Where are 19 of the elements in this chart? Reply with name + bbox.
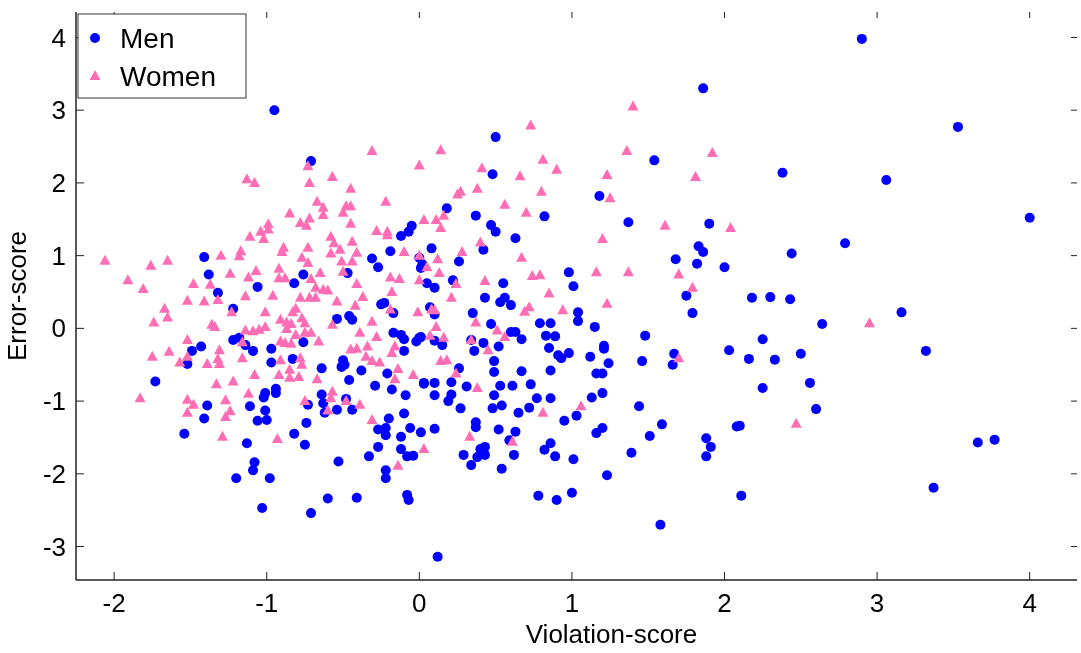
- y-tick-label: -2: [42, 458, 66, 489]
- x-tick-label: 0: [412, 588, 427, 618]
- y-tick-label: 0: [51, 313, 66, 344]
- legend-label: Women: [120, 60, 216, 92]
- x-tick-label: -2: [102, 588, 126, 618]
- x-axis-title: Violation-score: [525, 619, 698, 649]
- y-tick-label: 3: [51, 95, 66, 126]
- y-axis-title: Error-score: [2, 230, 32, 362]
- x-tick-label: 1: [564, 588, 580, 618]
- y-tick-label: 1: [51, 240, 66, 271]
- y-tick-label: 2: [51, 168, 66, 199]
- x-tick-label: 4: [1022, 588, 1037, 618]
- y-tick-label: -1: [42, 386, 66, 417]
- legend-label: Men: [120, 22, 175, 54]
- x-tick-label: 3: [869, 588, 885, 618]
- y-tick-label: -3: [42, 531, 66, 562]
- x-tick-label: 2: [717, 588, 732, 618]
- y-tick-label: 4: [51, 22, 66, 53]
- x-tick-label: -1: [255, 588, 279, 618]
